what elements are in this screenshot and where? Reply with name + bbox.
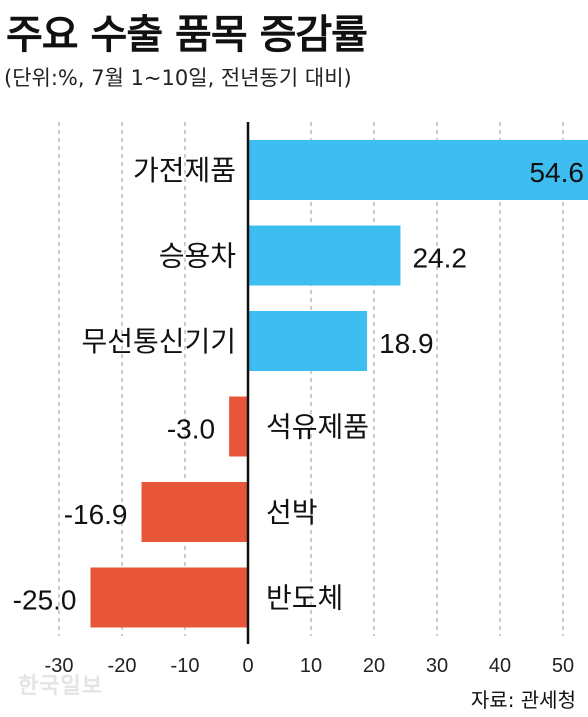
tick-label--30: -30 (45, 655, 74, 677)
category-label-3: 무선통신기기 (81, 325, 236, 358)
category-label-2: 승용차 (159, 240, 236, 273)
bar-1 (248, 140, 588, 200)
category-label-1: 가전제품 (133, 154, 236, 187)
bar-5 (141, 482, 248, 542)
chart-subtitle: (단위:%, 7월 1~10일, 전년동기 대비) (4, 66, 352, 90)
value-label-2: 24.2 (412, 243, 467, 274)
category-label-5: 선박 (266, 496, 318, 529)
value-label-5: -16.9 (64, 499, 128, 530)
bar-2 (248, 225, 401, 286)
tick-label--10: -10 (171, 655, 200, 677)
category-label-6: 반도체 (266, 582, 343, 615)
x-axis-ticks: -30 -20 -10 0 10 20 30 40 50 (45, 655, 575, 677)
bar-6 (90, 567, 248, 628)
bar-4 (229, 396, 248, 457)
bar-3 (248, 311, 368, 371)
tick-label--20: -20 (108, 655, 137, 677)
category-label-4: 석유제품 (266, 411, 369, 444)
tick-label-20: 20 (363, 655, 385, 677)
watermark-logo: 한국일보 (18, 674, 103, 699)
tick-label-30: 30 (426, 655, 448, 677)
value-label-4: -3.0 (167, 414, 215, 445)
labels: 가전제품 54.6 승용차 24.2 무선통신기기 18.9 석유제품 -3.0 선박 -16.9… (13, 154, 584, 616)
bars (90, 140, 588, 628)
tick-label-0: 0 (242, 655, 253, 677)
source-note: 자료: 관세청 (470, 688, 576, 712)
tick-label-40: 40 (489, 655, 511, 677)
chart-title: 주요 수출 품목 증감률 (6, 12, 368, 58)
tick-label-10: 10 (300, 655, 322, 677)
value-label-6: -25.0 (13, 585, 77, 616)
grid-lines (58, 122, 564, 636)
tick-label-50: 50 (552, 655, 574, 677)
value-label-1: 54.6 (529, 157, 584, 188)
value-label-3: 18.9 (379, 328, 434, 359)
